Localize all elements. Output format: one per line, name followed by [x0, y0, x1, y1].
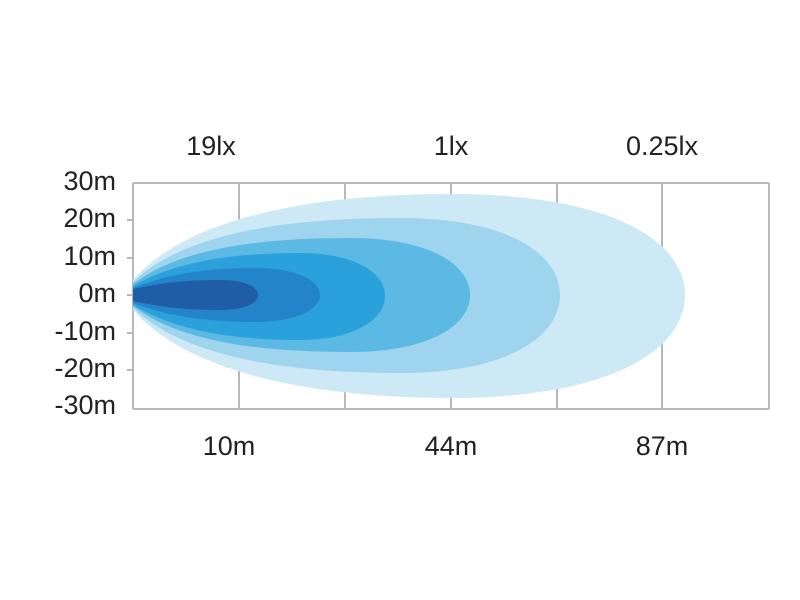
y-axis-labels: 30m 20m 10m 0m -10m -20m -30m	[54, 166, 116, 420]
distance-label: 10m	[203, 431, 256, 461]
illuminance-label: 0.25lx	[626, 131, 699, 161]
y-label: 10m	[63, 241, 116, 271]
y-label: -10m	[54, 316, 116, 346]
illuminance-label: 1lx	[434, 131, 469, 161]
y-label: 0m	[78, 278, 116, 308]
y-label: -20m	[54, 353, 116, 383]
y-ticks	[127, 219, 133, 371]
distance-label: 44m	[425, 431, 478, 461]
y-label: -30m	[54, 390, 116, 420]
beam	[133, 194, 685, 398]
bottom-labels: 10m 44m 87m	[203, 431, 689, 461]
y-label: 30m	[63, 166, 116, 196]
illuminance-label: 19lx	[186, 131, 236, 161]
top-labels: 19lx 1lx 0.25lx	[186, 131, 698, 161]
y-label: 20m	[63, 203, 116, 233]
distance-label: 87m	[636, 431, 689, 461]
beam-zone	[133, 280, 258, 310]
